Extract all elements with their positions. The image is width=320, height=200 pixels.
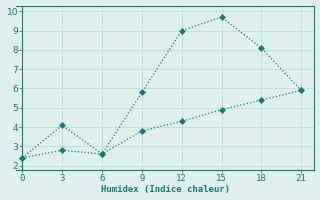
X-axis label: Humidex (Indice chaleur): Humidex (Indice chaleur) — [100, 185, 229, 194]
